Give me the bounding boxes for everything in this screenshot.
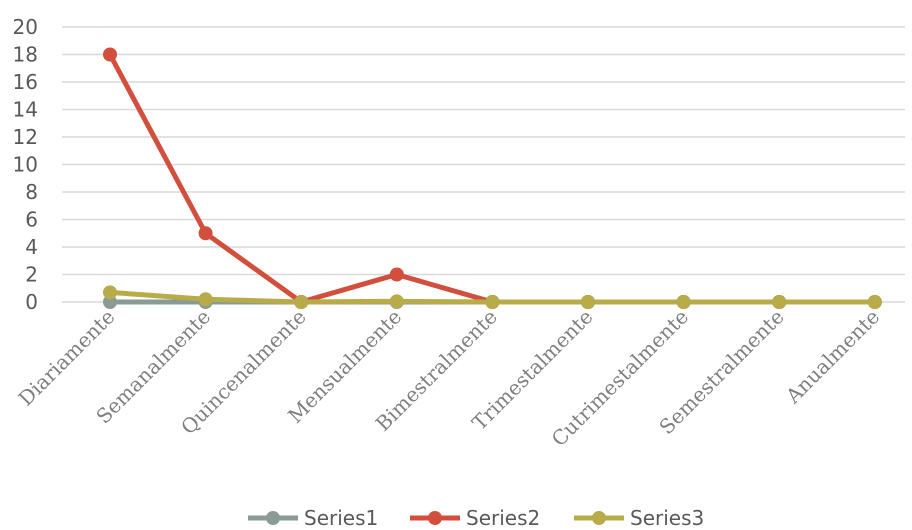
y-axis-ticks: 0 2 4 6 8 10 12 14 16 18 20 bbox=[13, 15, 38, 314]
data-point bbox=[294, 295, 309, 309]
y-tick-label: 8 bbox=[25, 180, 38, 204]
legend-label: Series3 bbox=[630, 506, 704, 530]
series-line bbox=[107, 52, 878, 305]
data-point bbox=[581, 295, 595, 309]
data-point bbox=[198, 226, 213, 241]
y-tick-label: 10 bbox=[13, 153, 38, 177]
data-point bbox=[103, 295, 117, 309]
y-tick-label: 6 bbox=[25, 208, 38, 232]
data-point bbox=[389, 267, 404, 282]
y-tick-label: 14 bbox=[13, 98, 38, 122]
x-axis-ticks: DiariamenteSemanalmenteQuincenalmenteMen… bbox=[14, 305, 885, 451]
legend-label: Series2 bbox=[466, 506, 540, 530]
data-point bbox=[772, 295, 787, 309]
legend-marker bbox=[266, 511, 280, 525]
y-tick-label: 2 bbox=[25, 263, 38, 287]
legend-marker bbox=[592, 511, 606, 525]
series-lines bbox=[103, 47, 882, 309]
data-point bbox=[389, 294, 404, 309]
y-tick-label: 4 bbox=[25, 235, 38, 259]
data-point bbox=[198, 292, 213, 307]
x-tick-label: Anualmente bbox=[780, 305, 884, 409]
y-tick-label: 16 bbox=[13, 70, 38, 94]
x-tick-label: Diariamente bbox=[14, 305, 120, 411]
legend: Series1 Series2 Series3 bbox=[248, 506, 704, 530]
data-point bbox=[867, 295, 882, 309]
y-tick-label: 12 bbox=[13, 125, 38, 149]
data-point bbox=[103, 285, 117, 300]
legend-marker bbox=[428, 511, 442, 525]
y-tick-label: 20 bbox=[13, 15, 38, 39]
y-tick-label: 0 bbox=[25, 290, 38, 314]
legend-label: Series1 bbox=[304, 506, 378, 530]
gridlines bbox=[62, 26, 905, 303]
y-tick-label: 18 bbox=[13, 43, 38, 67]
data-point bbox=[676, 295, 691, 309]
data-point bbox=[485, 295, 500, 309]
data-point bbox=[103, 47, 117, 62]
